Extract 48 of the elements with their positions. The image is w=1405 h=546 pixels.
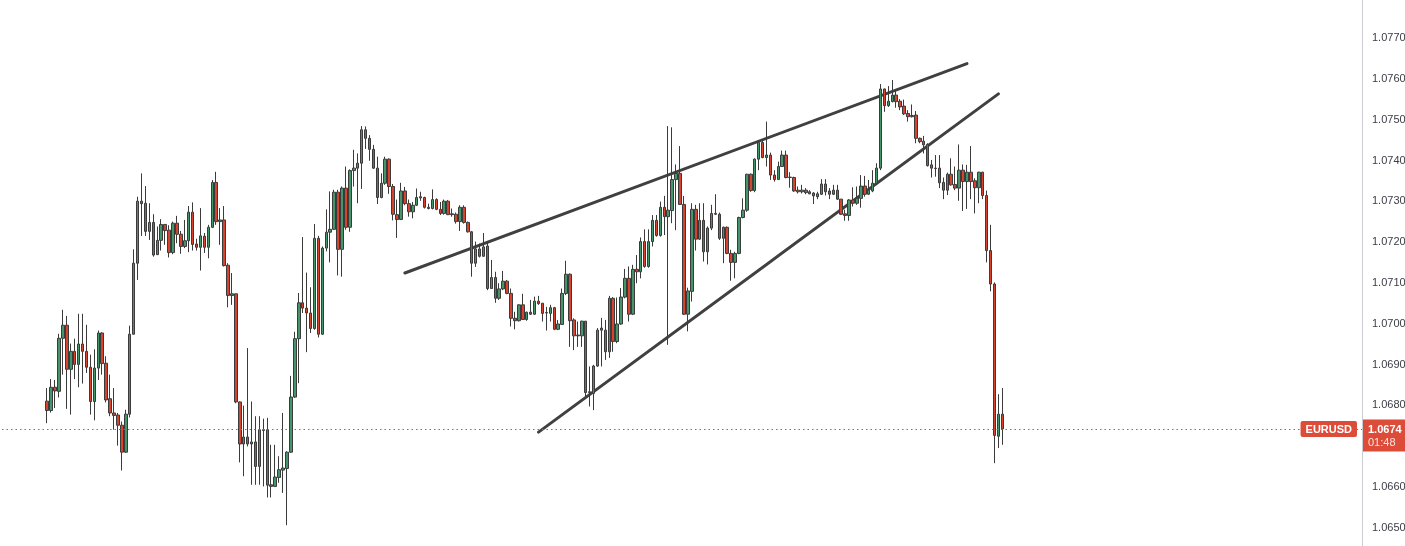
candlestick xyxy=(824,178,827,196)
y-tick-label: 1.0730 xyxy=(1372,194,1405,207)
candlestick xyxy=(458,204,462,232)
candlestick xyxy=(439,201,442,216)
candlestick xyxy=(627,265,631,323)
y-tick-label: 1.0760 xyxy=(1372,71,1405,84)
text: 01:48 xyxy=(1368,435,1396,448)
candlestick xyxy=(442,199,446,216)
candlestick xyxy=(191,201,194,252)
candlestick xyxy=(702,202,705,263)
candlestick xyxy=(431,188,434,210)
y-tick-label: 1.0710 xyxy=(1372,275,1405,288)
candlestick xyxy=(199,207,202,272)
candlestick xyxy=(792,176,796,193)
candlestick xyxy=(81,313,84,385)
ref-line-label: EURUSD xyxy=(1305,422,1353,435)
candlestick xyxy=(533,296,536,316)
candlestick xyxy=(423,196,426,210)
y-tick-label: 1.0720 xyxy=(1372,235,1405,248)
y-tick-label: 1.0770 xyxy=(1372,31,1405,44)
candlestick xyxy=(187,205,190,253)
y-tick-label: 1.0660 xyxy=(1372,480,1405,493)
candlestick xyxy=(553,306,556,331)
candlestick xyxy=(608,295,611,359)
candlestick xyxy=(600,317,603,367)
candlestick xyxy=(167,224,171,258)
candlestick xyxy=(336,189,340,276)
candlestick xyxy=(859,174,863,209)
candlestick xyxy=(159,218,163,252)
candlestick xyxy=(820,178,823,196)
candlestick xyxy=(576,321,580,348)
candlestick xyxy=(800,184,804,194)
text: 1.0674 xyxy=(1368,422,1403,435)
y-tick-label: 1.0690 xyxy=(1372,357,1405,370)
candlestick xyxy=(258,415,261,486)
candlestick xyxy=(812,191,815,205)
candlestick xyxy=(328,190,332,263)
y-tick-label: 1.0750 xyxy=(1372,112,1405,125)
y-tick-label: 1.0680 xyxy=(1372,398,1405,411)
candlestick xyxy=(832,184,835,196)
y-tick-label: 1.0740 xyxy=(1372,153,1405,166)
candlestick xyxy=(77,313,80,388)
candlestick xyxy=(446,199,450,216)
candlestick xyxy=(804,187,808,195)
y-tick-label: 1.0650 xyxy=(1372,520,1405,533)
candlestick xyxy=(521,293,525,321)
y-tick-label: 1.0700 xyxy=(1372,316,1405,329)
candlestick xyxy=(545,306,548,332)
